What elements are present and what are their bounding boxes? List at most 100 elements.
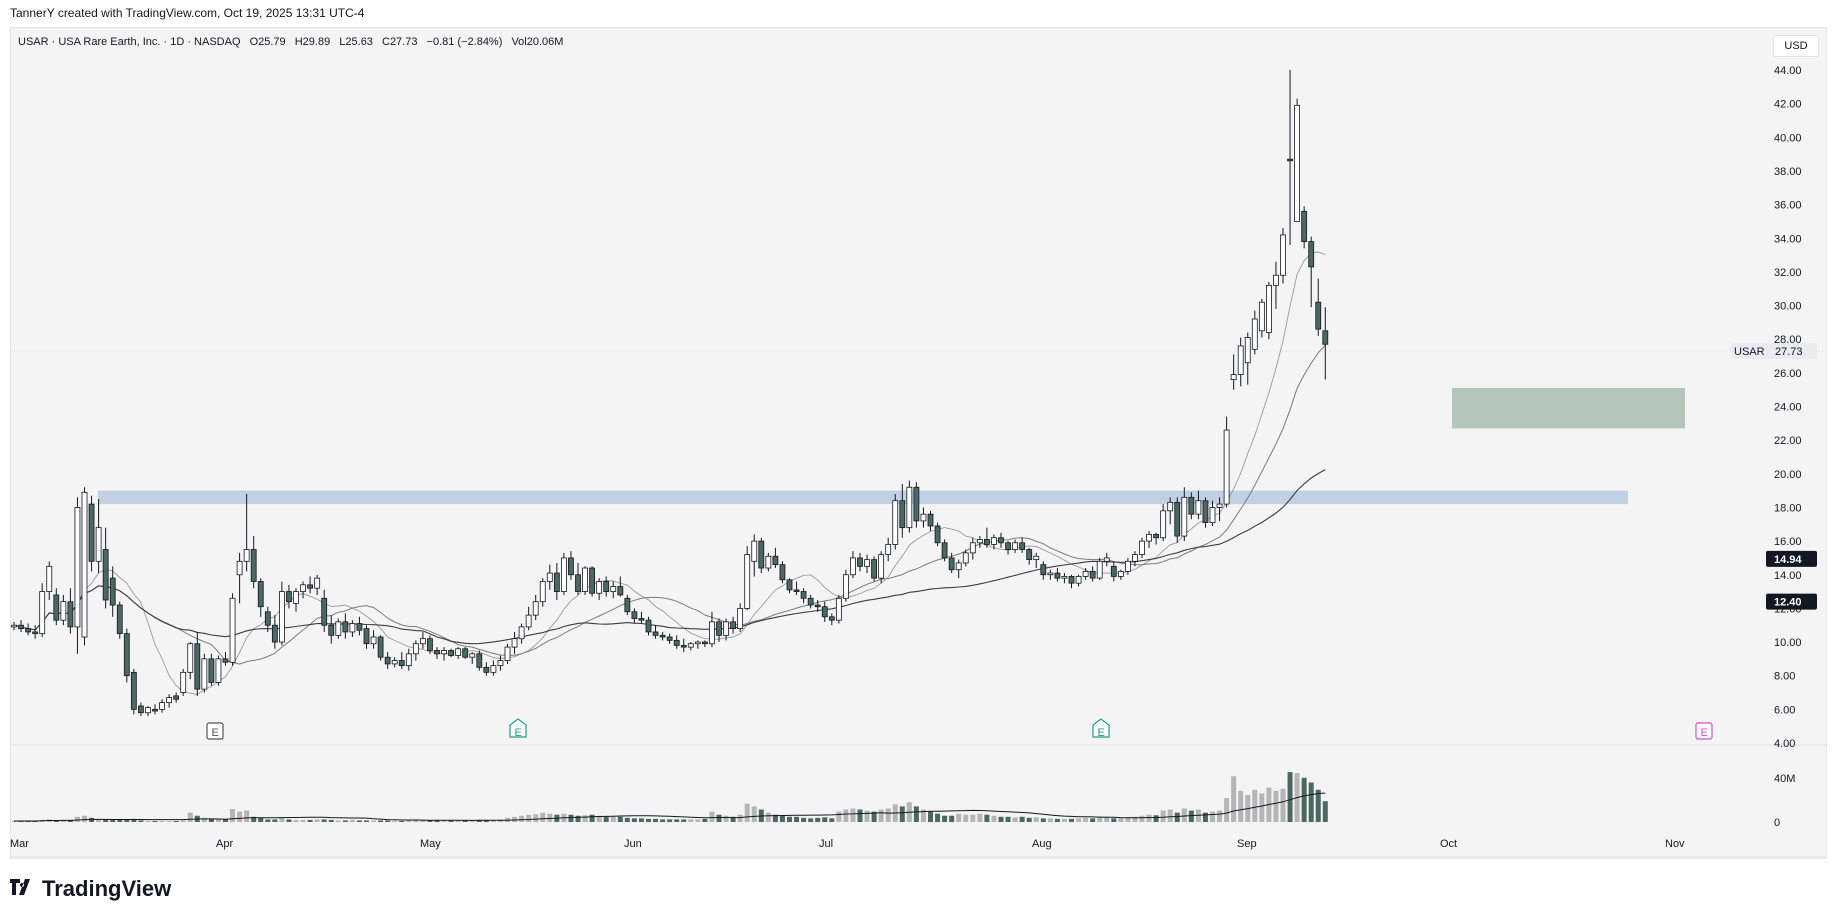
volume-bar [1195, 809, 1201, 822]
currency-button[interactable]: USD [1773, 35, 1819, 57]
tradingview-logo[interactable]: TradingView [10, 876, 171, 902]
candle [60, 594, 67, 626]
volume-bar [808, 818, 814, 822]
candle [39, 583, 46, 638]
volume-bar [660, 819, 666, 822]
candle [751, 534, 758, 577]
candle [1181, 487, 1188, 542]
volume-bar [779, 815, 785, 822]
candle [173, 692, 180, 703]
candle [857, 552, 863, 572]
volume-bar [568, 814, 574, 822]
volume-bar [935, 813, 941, 822]
candle [518, 623, 525, 644]
candle [215, 655, 222, 686]
candle [913, 482, 920, 528]
candle [843, 569, 849, 602]
candle [391, 657, 398, 668]
price-tick-label: 14.00 [1774, 570, 1802, 582]
candle [271, 615, 278, 649]
volume-bar [977, 813, 983, 822]
svg-text:E: E [1098, 727, 1105, 739]
candle [1167, 497, 1174, 525]
resistance-zone [98, 490, 1628, 505]
volume-bar [913, 806, 919, 822]
candle [109, 566, 116, 617]
candle [180, 668, 187, 696]
candle [1068, 574, 1075, 589]
volume-bar [956, 813, 962, 822]
volume-bar [1033, 817, 1039, 822]
price-tick-label: 8.00 [1774, 671, 1795, 683]
volume-bar [857, 809, 863, 822]
volume-bar [744, 803, 750, 822]
volume-bar [723, 815, 729, 822]
volume-bar [74, 816, 80, 822]
candle [1096, 557, 1103, 580]
volume-bar [709, 811, 715, 822]
price-tick-label: 10.00 [1774, 637, 1802, 649]
svg-text:E: E [212, 727, 219, 739]
volume-bar [378, 820, 384, 822]
chart-frame[interactable] [10, 27, 1827, 859]
candle [243, 493, 250, 572]
candle [638, 611, 645, 624]
ma-value-label: 14.94 [1766, 550, 1817, 567]
volume-bar [885, 808, 891, 822]
symbol-legend[interactable]: USAR · USA Rare Earth, Inc. · 1D · NASDA… [18, 36, 569, 48]
volume-bar [335, 820, 341, 822]
candle [1301, 206, 1308, 249]
candle [1103, 552, 1110, 567]
ma-10-line [13, 251, 1326, 695]
volume-bar [787, 816, 792, 822]
volume-bar [321, 819, 327, 822]
candle [1146, 531, 1152, 548]
candle [81, 487, 88, 646]
volume-bar [1153, 815, 1159, 822]
candle [1266, 281, 1272, 340]
candle [709, 611, 715, 648]
candle [730, 616, 736, 634]
candle [349, 620, 356, 638]
candle [405, 648, 412, 671]
volume-bar [385, 820, 391, 822]
volume-bar [765, 812, 771, 822]
candle [716, 618, 722, 643]
candles-layer [11, 70, 1329, 717]
volume-bar [406, 819, 412, 822]
svg-text:E: E [1701, 727, 1708, 739]
price-tick-label: 42.00 [1774, 99, 1802, 111]
volume-bar [737, 814, 743, 822]
volume-bar [476, 819, 482, 822]
candle [419, 631, 426, 649]
tradingview-logo-icon [10, 878, 36, 901]
volume-bar [1005, 816, 1011, 822]
candle [758, 537, 765, 574]
candle [448, 648, 455, 658]
candle [1195, 490, 1202, 520]
candle [116, 601, 123, 639]
time-tick-label: May [420, 838, 441, 850]
volume-bar [1167, 809, 1173, 822]
candle [1322, 307, 1329, 380]
candle [194, 631, 201, 696]
volume-bar [152, 820, 158, 822]
earnings-marker: E [1695, 722, 1713, 740]
candle [737, 603, 744, 632]
candle [300, 581, 306, 599]
volume-bar [864, 810, 870, 822]
volume-bar [681, 819, 687, 822]
candle [532, 594, 539, 621]
candle [1012, 539, 1018, 553]
candle [236, 552, 243, 604]
candle [906, 480, 913, 533]
candle [137, 702, 144, 717]
candle [18, 620, 24, 632]
volume-bar [970, 814, 976, 822]
volume-bar [251, 816, 257, 822]
candle [257, 578, 264, 617]
candle [892, 493, 899, 550]
volume-bar [455, 820, 461, 822]
price-tick-label: 34.00 [1774, 233, 1802, 245]
